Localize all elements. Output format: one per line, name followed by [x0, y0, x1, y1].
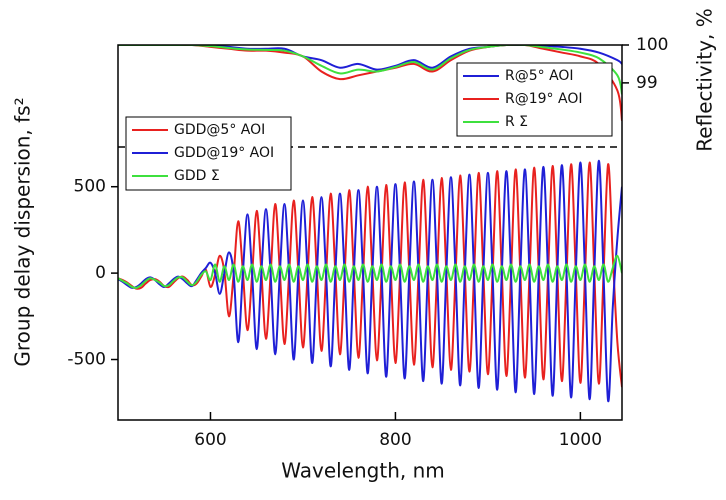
- y2-tick-label: 99: [636, 73, 658, 93]
- y2-tick-label: 100: [636, 35, 668, 55]
- y-tick-label: -500: [67, 350, 106, 370]
- legend-label: GDD@5° AOI: [174, 122, 265, 138]
- legend: R@5° AOI R@19° AOI R Σ: [456, 62, 613, 137]
- legend-label: R@19° AOI: [505, 91, 582, 107]
- x-axis-label: Wavelength, nm: [281, 459, 445, 483]
- y-tick-label: 0: [95, 263, 106, 283]
- plot-area: [118, 45, 622, 403]
- x-tick-label: 600: [194, 430, 226, 450]
- legend-label: R Σ: [505, 114, 528, 130]
- legend: GDD@5° AOI GDD@19° AOI GDD Σ: [125, 116, 292, 191]
- y-tick-label: 500: [74, 177, 106, 197]
- legend-label: R@5° AOI: [505, 68, 574, 84]
- series-line: [118, 254, 622, 289]
- legend-label: GDD@19° AOI: [174, 145, 274, 161]
- plot-frame: [117, 44, 623, 421]
- y2-axis-label: Reflectivity, %: [693, 8, 717, 151]
- series-line: [118, 159, 622, 403]
- y-axis-label: Group delay dispersion, fs²: [11, 97, 35, 366]
- x-tick-label: 1000: [559, 430, 602, 450]
- legend-label: GDD Σ: [174, 168, 220, 184]
- x-tick-label: 800: [379, 430, 411, 450]
